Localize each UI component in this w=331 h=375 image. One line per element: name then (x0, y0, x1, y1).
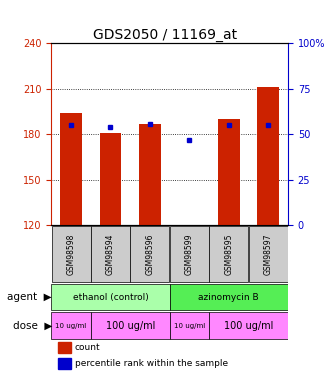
Bar (139, 124, 161, 225)
Bar (58, 358, 71, 369)
FancyBboxPatch shape (51, 284, 169, 310)
Text: 100 ug/ml: 100 ug/ml (224, 321, 273, 331)
FancyBboxPatch shape (130, 226, 169, 282)
Text: GSM98597: GSM98597 (264, 233, 273, 275)
Text: count: count (75, 343, 101, 352)
Text: azinomycin B: azinomycin B (199, 292, 259, 302)
FancyBboxPatch shape (169, 312, 209, 339)
Bar (58, 342, 71, 353)
Text: percentile rank within the sample: percentile rank within the sample (75, 358, 228, 368)
FancyBboxPatch shape (91, 226, 130, 282)
Text: GSM98596: GSM98596 (145, 233, 155, 275)
Bar (218, 119, 240, 225)
FancyBboxPatch shape (209, 312, 288, 339)
Text: GSM98598: GSM98598 (67, 233, 75, 275)
FancyBboxPatch shape (170, 226, 209, 282)
Text: 10 ug/ml: 10 ug/ml (174, 322, 205, 328)
FancyBboxPatch shape (209, 226, 248, 282)
Text: dose  ▶: dose ▶ (13, 321, 52, 331)
FancyBboxPatch shape (91, 312, 169, 339)
Text: 100 ug/ml: 100 ug/ml (106, 321, 155, 331)
Bar (60, 113, 82, 225)
FancyBboxPatch shape (169, 284, 288, 310)
Bar (100, 133, 121, 225)
FancyBboxPatch shape (51, 312, 91, 339)
Bar (258, 87, 279, 225)
Text: agent  ▶: agent ▶ (8, 292, 52, 302)
FancyBboxPatch shape (249, 226, 288, 282)
Text: GSM98595: GSM98595 (224, 233, 233, 275)
Text: GDS2050 / 11169_at: GDS2050 / 11169_at (93, 28, 238, 42)
Text: ethanol (control): ethanol (control) (72, 292, 148, 302)
Text: GSM98599: GSM98599 (185, 233, 194, 275)
Text: GSM98594: GSM98594 (106, 233, 115, 275)
Text: 10 ug/ml: 10 ug/ml (55, 322, 87, 328)
FancyBboxPatch shape (52, 226, 91, 282)
